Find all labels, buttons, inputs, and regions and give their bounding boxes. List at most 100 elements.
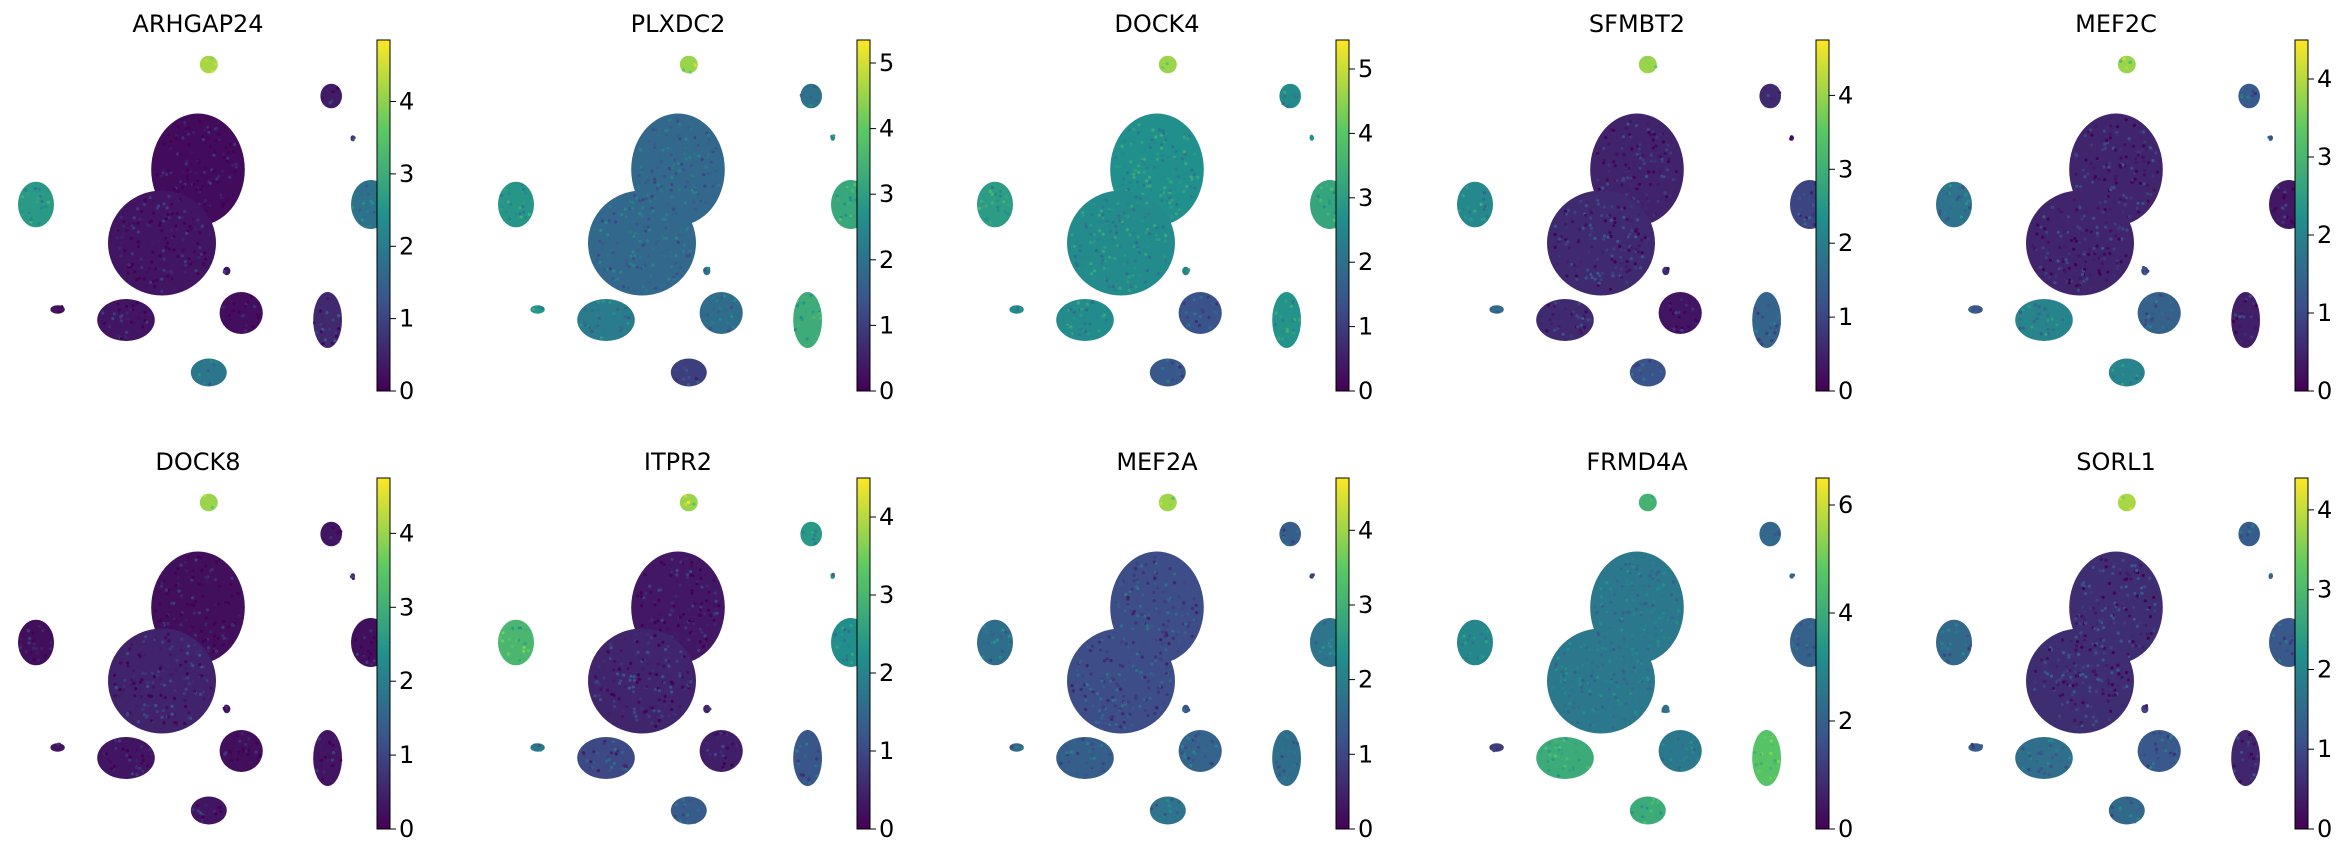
cell-point bbox=[2046, 300, 2051, 304]
cell-point bbox=[191, 808, 195, 812]
cell-point bbox=[1660, 616, 1664, 620]
cell-point bbox=[2090, 664, 2094, 668]
cell-point bbox=[1623, 718, 1627, 722]
cell-point bbox=[1134, 585, 1139, 589]
cell-point bbox=[1651, 576, 1655, 581]
cluster-low-center bbox=[1178, 730, 1222, 772]
cell-point bbox=[2106, 678, 2110, 682]
cell-point bbox=[589, 760, 593, 764]
cell-point bbox=[1100, 205, 1104, 209]
cell-point bbox=[231, 309, 235, 313]
cell-point bbox=[704, 637, 708, 641]
cell-point bbox=[361, 654, 365, 658]
cell-point bbox=[2085, 277, 2089, 281]
cell-point bbox=[153, 285, 157, 289]
cell-point bbox=[333, 533, 337, 537]
cell-point bbox=[230, 576, 234, 581]
cell-point bbox=[1612, 160, 1616, 164]
cell-point bbox=[1136, 580, 1140, 584]
cell-point bbox=[1118, 286, 1122, 290]
cell-point bbox=[1938, 209, 1942, 213]
cell-point bbox=[2094, 560, 2098, 564]
cell-point bbox=[214, 139, 218, 143]
cell-point bbox=[2104, 606, 2108, 611]
cell-point bbox=[142, 210, 147, 214]
cell-point bbox=[667, 664, 671, 668]
cell-point bbox=[2068, 278, 2072, 282]
cell-point bbox=[991, 185, 995, 190]
cell-point bbox=[674, 157, 679, 161]
cell-point bbox=[1620, 628, 1624, 632]
cell-point bbox=[1645, 122, 1649, 126]
cell-point bbox=[2107, 681, 2111, 686]
cell-point bbox=[716, 157, 721, 161]
cell-point bbox=[159, 174, 163, 178]
colorbar-tick-label: 4 bbox=[399, 519, 414, 547]
cell-point bbox=[254, 750, 258, 754]
cell-point bbox=[1645, 593, 1649, 597]
cell-point bbox=[2109, 620, 2114, 624]
colorbar-tick-label: 4 bbox=[399, 88, 414, 116]
cell-point bbox=[2142, 182, 2146, 186]
cell-point bbox=[2054, 211, 2058, 215]
cell-point bbox=[1602, 146, 1606, 151]
cell-point bbox=[2291, 623, 2295, 627]
cell-point bbox=[1129, 242, 1133, 247]
cell-point bbox=[1007, 642, 1011, 646]
cell-point bbox=[616, 277, 620, 281]
cell-point bbox=[136, 720, 141, 724]
cell-point bbox=[212, 363, 216, 367]
cell-point bbox=[602, 676, 606, 680]
cell-point bbox=[1183, 131, 1187, 135]
cell-point bbox=[1121, 152, 1125, 156]
cell-point bbox=[808, 775, 812, 779]
cell-point bbox=[233, 142, 237, 146]
cell-point bbox=[2083, 237, 2087, 241]
cell-point bbox=[2089, 161, 2094, 166]
cell-point bbox=[1157, 627, 1161, 631]
cell-point bbox=[1156, 555, 1160, 559]
cell-point bbox=[616, 307, 620, 311]
cell-point bbox=[608, 769, 612, 773]
cell-point bbox=[2103, 200, 2107, 204]
cell-point bbox=[2077, 288, 2081, 292]
cell-point bbox=[1114, 717, 1118, 722]
cell-point bbox=[126, 664, 130, 668]
cell-point bbox=[1611, 726, 1615, 730]
cell-point bbox=[1146, 212, 1150, 216]
cell-point bbox=[661, 236, 666, 240]
cell-point bbox=[2056, 207, 2060, 211]
cell-point bbox=[137, 653, 141, 657]
cell-point bbox=[631, 690, 636, 694]
cell-point bbox=[1083, 675, 1087, 680]
cell-point bbox=[1566, 710, 1570, 714]
cell-point bbox=[2156, 327, 2160, 332]
cell-point bbox=[1458, 209, 1462, 213]
colorbar-tick-label: 4 bbox=[1838, 81, 1853, 109]
cell-point bbox=[635, 640, 639, 644]
cell-point bbox=[1656, 610, 1660, 614]
cell-point bbox=[1624, 264, 1628, 269]
cell-point bbox=[699, 605, 703, 609]
cell-point bbox=[324, 755, 328, 760]
cell-point bbox=[1550, 322, 1554, 326]
cell-point bbox=[1760, 342, 1764, 346]
cell-point bbox=[1636, 232, 1640, 236]
cell-point bbox=[1957, 186, 1961, 190]
cell-point bbox=[372, 636, 376, 640]
cell-point bbox=[169, 139, 173, 143]
cell-point bbox=[686, 573, 690, 577]
cell-point bbox=[203, 199, 207, 203]
cell-point bbox=[157, 670, 161, 674]
cell-point bbox=[2061, 638, 2065, 642]
cell-point bbox=[2101, 210, 2105, 214]
cell-point bbox=[1812, 625, 1816, 630]
cell-point bbox=[183, 260, 187, 264]
cell-point bbox=[1153, 581, 1157, 585]
cell-point bbox=[2088, 689, 2092, 693]
cell-point bbox=[1145, 166, 1149, 170]
cell-point bbox=[2136, 577, 2140, 581]
cell-point bbox=[1139, 143, 1143, 147]
cell-point bbox=[1015, 745, 1019, 749]
cell-point bbox=[658, 612, 663, 616]
